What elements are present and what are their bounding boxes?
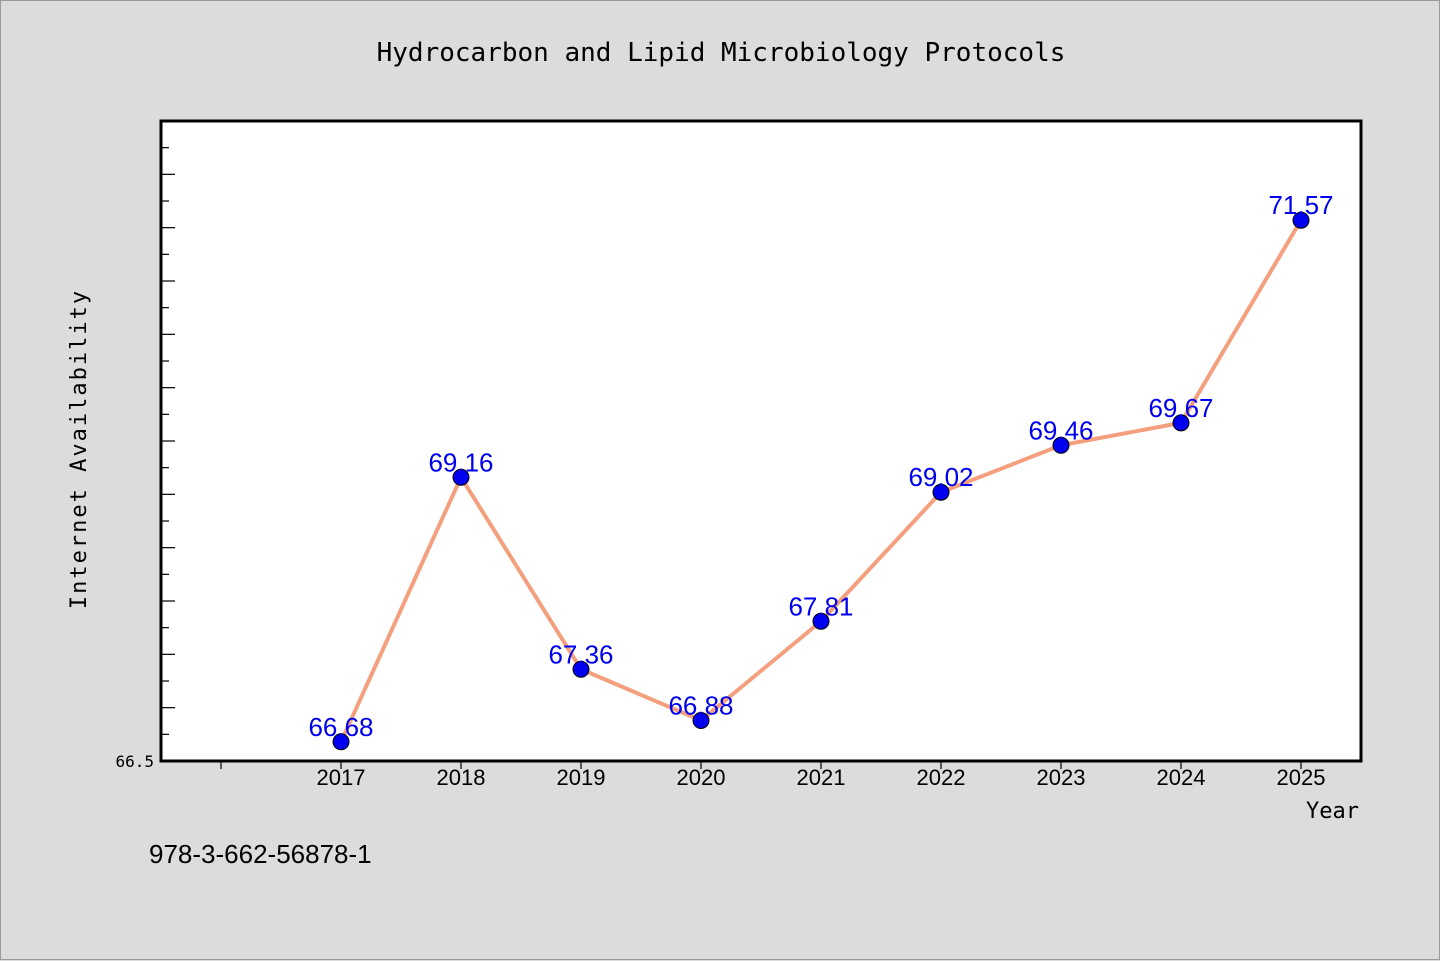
x-tick-label: 2023 — [1037, 765, 1086, 790]
x-tick-label: 2024 — [1157, 765, 1206, 790]
data-label: 67.36 — [548, 639, 613, 669]
plot-area — [161, 121, 1361, 761]
x-tick-label: 2025 — [1277, 765, 1326, 790]
data-point — [572, 660, 590, 678]
data-label: 69.02 — [908, 462, 973, 492]
x-tick-label: 2019 — [557, 765, 606, 790]
data-label: 66.68 — [308, 712, 373, 742]
x-tick-label: 2017 — [317, 765, 366, 790]
x-axis-label: Year — [1306, 799, 1359, 824]
plot-border — [159, 119, 1363, 763]
data-point — [1292, 211, 1310, 229]
x-tick-label: 2022 — [917, 765, 966, 790]
chart-title: Hydrocarbon and Lipid Microbiology Proto… — [377, 38, 1066, 68]
data-labels: 66.68 69.16 67.36 66.88 67.81 69.02 69.46 69.67… — [308, 190, 1333, 742]
x-tick-label: 2018 — [437, 765, 486, 790]
data-label: 69.16 — [428, 447, 493, 477]
data-point — [812, 612, 830, 630]
data-label: 69.67 — [1148, 393, 1213, 423]
x-axis-tick-labels: 2017 2018 2019 2020 2021 2022 2023 2024 2025 — [317, 765, 1326, 790]
data-point — [1172, 414, 1190, 432]
y-axis-label: Internet Availability — [67, 289, 92, 609]
data-point — [332, 733, 350, 751]
data-label: 66.88 — [668, 690, 733, 720]
x-tick-label: 2021 — [797, 765, 846, 790]
data-point — [452, 468, 470, 486]
data-markers — [332, 211, 1310, 751]
x-tick-label: 2020 — [677, 765, 726, 790]
isbn-footer: 978-3-662-56878-1 — [149, 839, 372, 869]
data-label: 71.57 — [1268, 190, 1333, 220]
data-point — [692, 711, 710, 729]
y-tick-label: 66.5 — [115, 752, 154, 771]
data-label: 69.46 — [1028, 415, 1093, 445]
data-point — [1052, 436, 1070, 454]
data-label: 67.81 — [788, 591, 853, 621]
data-point — [932, 483, 950, 501]
y-axis-tick-labels: 66.5 — [115, 752, 154, 771]
